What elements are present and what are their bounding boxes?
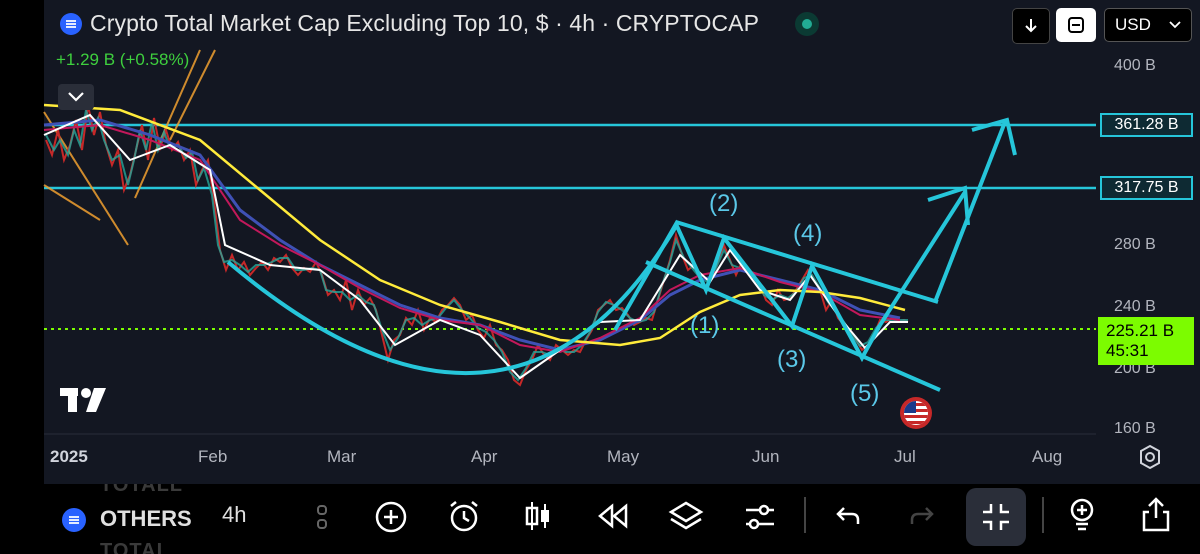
layers-icon[interactable] <box>668 498 704 534</box>
x-tick: Jun <box>752 447 780 466</box>
chevron-down-icon <box>1169 21 1181 29</box>
y-tick: 160 B <box>1114 420 1156 437</box>
expand-icon <box>1068 17 1084 33</box>
symbol-ghost-below: TOTAL <box>100 540 170 554</box>
collapse-legend-button[interactable] <box>58 84 94 110</box>
symbol-ghost-above: TOTALL <box>100 484 184 496</box>
fullscreen-icon <box>983 504 1009 530</box>
candles-group <box>45 104 909 387</box>
channel-bottom <box>645 260 941 392</box>
chart-title: Crypto Total Market Cap Excluding Top 10… <box>90 10 760 36</box>
x-tick: Aug <box>1032 447 1063 466</box>
x-tick: Mar <box>327 447 357 466</box>
wave-label-4: (4) <box>793 220 823 247</box>
ma-yellow <box>43 103 906 347</box>
tradingview-logo-icon <box>60 388 106 412</box>
symbol-logo-icon <box>60 12 82 35</box>
symbol-header[interactable]: Crypto Total Market Cap Excluding Top 10… <box>60 10 820 37</box>
wave-label-5: (5) <box>850 380 880 407</box>
x-tick: Jul <box>894 447 916 466</box>
download-button[interactable] <box>1012 8 1050 44</box>
current-price: 225.21 B <box>1106 321 1175 340</box>
us-event-flag-icon[interactable] <box>900 397 932 429</box>
wave-label-3: (3) <box>777 346 807 373</box>
undo-icon[interactable] <box>834 502 862 530</box>
currency-label: USD <box>1115 15 1151 34</box>
level-tag-317[interactable]: 317.75 B <box>1100 176 1193 200</box>
candles-icon[interactable] <box>522 498 554 534</box>
x-tick: 2025 <box>50 447 88 466</box>
x-tick: Feb <box>198 447 228 466</box>
symbol-switcher[interactable]: TOTALL OTHERS TOTAL <box>58 484 208 554</box>
wave-label-1: (1) <box>690 312 720 339</box>
bulb-icon[interactable] <box>1066 496 1098 534</box>
channel-top <box>675 220 939 304</box>
projection-arrow-2-head <box>971 117 1017 156</box>
share-icon[interactable] <box>1140 496 1172 534</box>
currency-select[interactable]: USD <box>1104 8 1192 42</box>
symbol-name: OTHERS <box>100 506 192 531</box>
y-tick: 280 B <box>1114 236 1156 253</box>
download-icon <box>1025 19 1037 33</box>
chart-canvas[interactable] <box>0 0 1200 484</box>
plus-circle-icon[interactable] <box>374 500 408 534</box>
x-tick: Apr <box>471 447 498 466</box>
projection-arrow-1 <box>878 190 967 327</box>
bar-countdown: 45:31 <box>1106 341 1149 360</box>
redo-icon[interactable] <box>908 502 936 530</box>
y-tick: 400 B <box>1114 57 1156 74</box>
symbol-logo-icon <box>62 508 86 532</box>
expand-button[interactable] <box>1056 8 1096 42</box>
wave-zigzag <box>613 219 882 363</box>
settings-sliders-icon[interactable] <box>742 500 778 534</box>
cup-arc <box>226 226 677 375</box>
interval-button[interactable]: 4h <box>222 502 247 527</box>
price-change: +1.29 B (+0.58%) <box>56 50 190 69</box>
y-tick: 240 B <box>1114 298 1156 315</box>
current-price-tag: 225.21 B 45:31 <box>1098 317 1194 365</box>
level-tag-361[interactable]: 361.28 B <box>1100 113 1193 137</box>
ma-white <box>43 113 908 380</box>
fullscreen-button[interactable] <box>966 488 1026 546</box>
toolbar-divider <box>1042 497 1044 533</box>
market-status-icon[interactable] <box>795 11 820 36</box>
ma-red <box>43 123 901 354</box>
gear-icon[interactable] <box>1137 444 1163 470</box>
chevron-down-icon <box>68 92 84 102</box>
drag-handle-icon[interactable] <box>312 502 334 532</box>
alarm-icon[interactable] <box>446 498 482 534</box>
replay-icon[interactable] <box>596 502 630 530</box>
toolbar-divider <box>804 497 806 533</box>
chart-area[interactable] <box>44 0 1200 484</box>
wave-label-2: (2) <box>709 190 739 217</box>
projection-arrow-2 <box>933 121 1007 303</box>
projection-arrow-1-head <box>927 185 970 226</box>
x-tick: May <box>607 447 640 466</box>
